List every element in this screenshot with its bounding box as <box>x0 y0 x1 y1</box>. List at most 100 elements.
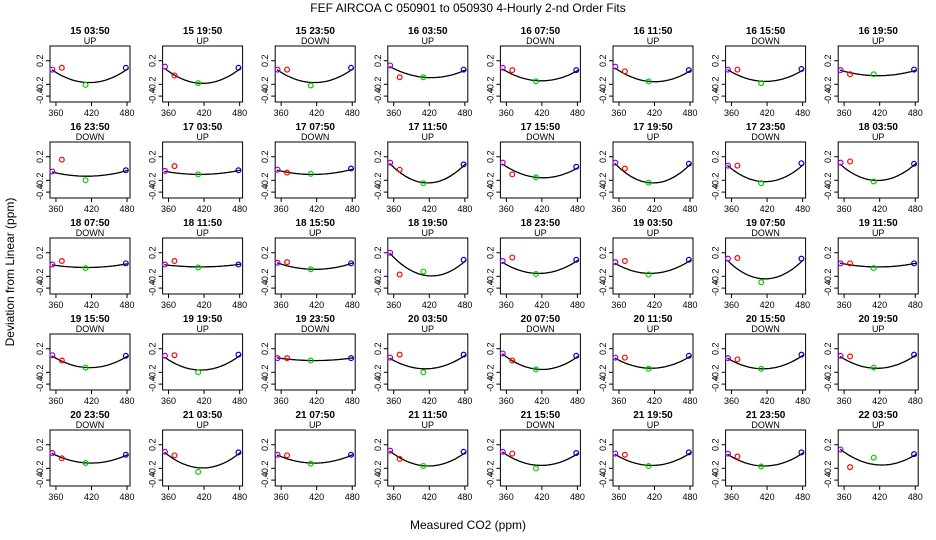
y-tick-label: -0.4 <box>823 280 833 296</box>
y-tick-label: -0.2 <box>373 461 383 477</box>
data-point <box>612 259 619 266</box>
figure-title: FEF AIRCOA C 050901 to 050930 4-Hourly 2… <box>310 1 625 15</box>
y-tick-label: 0.2 <box>485 438 495 451</box>
y-tick-label: 0.2 <box>148 150 158 163</box>
data-point <box>161 167 168 174</box>
data-point <box>911 160 918 167</box>
data-point <box>621 68 628 75</box>
data-point <box>573 67 580 74</box>
panel-direction: UP <box>196 132 209 142</box>
x-tick-label: 360 <box>161 108 176 118</box>
x-tick-label: 360 <box>724 108 739 118</box>
y-tick-label: -0.2 <box>485 269 495 285</box>
panel-title: 20 23:50 <box>70 410 110 421</box>
data-point <box>621 257 628 264</box>
plot-frame <box>725 237 807 295</box>
fit-curve <box>51 263 129 269</box>
plot-frame <box>612 237 694 295</box>
data-point <box>847 158 854 165</box>
data-point <box>235 261 242 268</box>
fit-curve <box>839 162 917 182</box>
x-tick-label: 420 <box>534 492 549 502</box>
y-tick-label: -0.2 <box>148 269 158 285</box>
data-point <box>621 165 628 172</box>
data-point <box>284 355 291 362</box>
data-point <box>274 355 281 362</box>
x-tick-label: 480 <box>232 204 247 214</box>
x-tick-label: 420 <box>872 108 887 118</box>
panel-direction: DOWN <box>76 324 105 334</box>
data-point <box>49 261 56 268</box>
plot-frame <box>725 333 807 391</box>
data-point <box>499 448 506 455</box>
data-point <box>49 66 56 73</box>
y-tick-label: 0.2 <box>35 438 45 451</box>
plot-frame <box>49 429 131 487</box>
y-tick-label: 0.2 <box>35 54 45 67</box>
panel-title: 20 11:50 <box>634 314 673 325</box>
panel-direction: UP <box>422 420 435 430</box>
x-tick-label: 480 <box>570 396 585 406</box>
data-point <box>235 167 242 174</box>
panel-direction: UP <box>647 324 660 334</box>
y-tick-label: -0.4 <box>598 88 608 104</box>
x-tick-label: 360 <box>48 108 63 118</box>
data-point <box>82 265 89 272</box>
data-point <box>911 66 918 73</box>
y-tick-label: 0.2 <box>260 342 270 355</box>
data-point <box>685 160 692 167</box>
y-tick-label: -0.2 <box>485 365 495 381</box>
y-tick-label: -0.4 <box>598 376 608 392</box>
data-point <box>274 259 281 266</box>
y-tick-label: -0.4 <box>823 472 833 488</box>
x-tick-label: 360 <box>724 396 739 406</box>
x-tick-label: 420 <box>872 396 887 406</box>
x-tick-label: 480 <box>908 492 923 502</box>
x-tick-label: 360 <box>611 108 626 118</box>
plot-frame <box>274 45 356 103</box>
data-point <box>734 453 741 460</box>
y-tick-label: -0.4 <box>598 472 608 488</box>
y-tick-label: 0.2 <box>260 150 270 163</box>
y-tick-label: -0.4 <box>260 184 270 200</box>
data-point <box>798 351 805 358</box>
y-tick-label: -0.2 <box>35 269 45 285</box>
x-tick-label: 360 <box>724 492 739 502</box>
fit-curve <box>276 453 354 464</box>
y-axis-label: Deviation from Linear (ppm) <box>3 198 17 347</box>
plot-frame <box>387 237 469 295</box>
x-tick-label: 480 <box>570 108 585 118</box>
y-tick-label: -0.2 <box>711 173 721 189</box>
y-tick-label: -0.4 <box>598 184 608 200</box>
data-point <box>532 174 539 181</box>
x-tick-label: 420 <box>422 108 437 118</box>
data-point <box>420 462 427 469</box>
y-tick-label: 0.2 <box>35 246 45 259</box>
y-tick-label: 0.2 <box>711 438 721 451</box>
data-point <box>171 352 178 359</box>
data-point <box>509 67 516 74</box>
x-tick-label: 360 <box>837 492 852 502</box>
y-tick-label: -0.2 <box>485 77 495 93</box>
y-tick-label: -0.4 <box>148 280 158 296</box>
y-tick-label: 0.2 <box>598 246 608 259</box>
panel-direction: DOWN <box>751 132 780 142</box>
y-tick-label: -0.4 <box>35 88 45 104</box>
x-tick-label: 480 <box>795 396 810 406</box>
data-point <box>195 264 202 271</box>
data-point <box>499 257 506 264</box>
panel-direction: DOWN <box>526 36 555 46</box>
y-tick-label: -0.4 <box>823 376 833 392</box>
plot-frame <box>499 429 581 487</box>
y-tick-label: -0.2 <box>35 365 45 381</box>
data-point <box>307 82 314 89</box>
data-point <box>911 451 918 458</box>
